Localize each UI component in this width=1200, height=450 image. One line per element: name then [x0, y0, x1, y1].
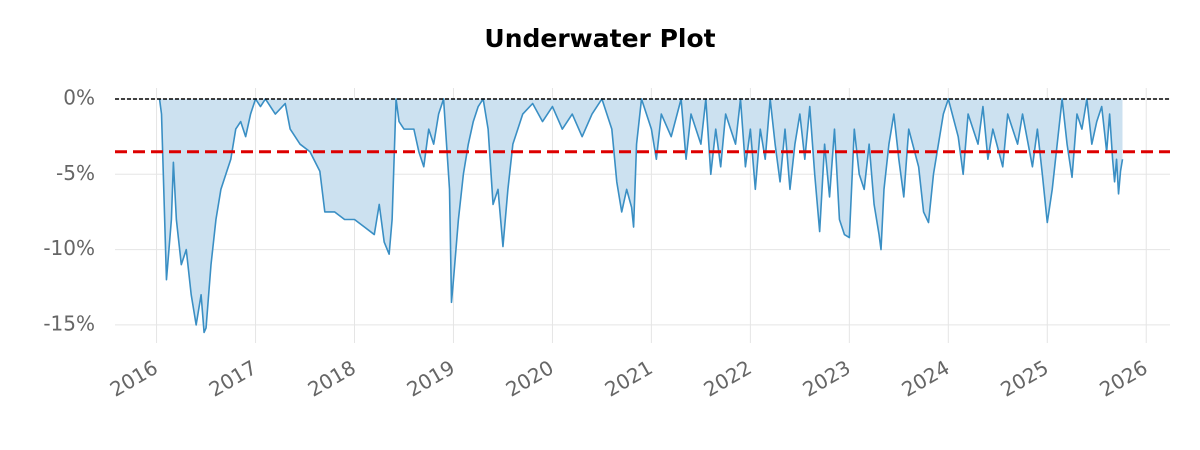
- y-tick-label: 0%: [63, 85, 95, 109]
- area: [159, 98, 1123, 333]
- x-tick-label: 2024: [897, 355, 953, 401]
- x-tick-label: 2019: [403, 355, 459, 401]
- x-tick-label: 2016: [106, 355, 162, 401]
- x-tick-label: 2018: [304, 355, 360, 401]
- x-tick-label: 2020: [502, 355, 558, 401]
- y-tick-label: -15%: [43, 311, 95, 335]
- x-tick-label: 2022: [700, 355, 756, 401]
- x-tick-label: 2017: [205, 355, 261, 401]
- x-tick-label: 2026: [1095, 355, 1151, 401]
- x-tick-label: 2025: [996, 355, 1052, 401]
- x-tick-label: 2023: [799, 355, 855, 401]
- y-tick-label: -10%: [43, 236, 95, 260]
- y-tick-label: -5%: [56, 161, 95, 185]
- chart-title: Underwater Plot: [484, 24, 715, 53]
- line: [158, 98, 1124, 334]
- x-tick-label: 2021: [601, 355, 657, 401]
